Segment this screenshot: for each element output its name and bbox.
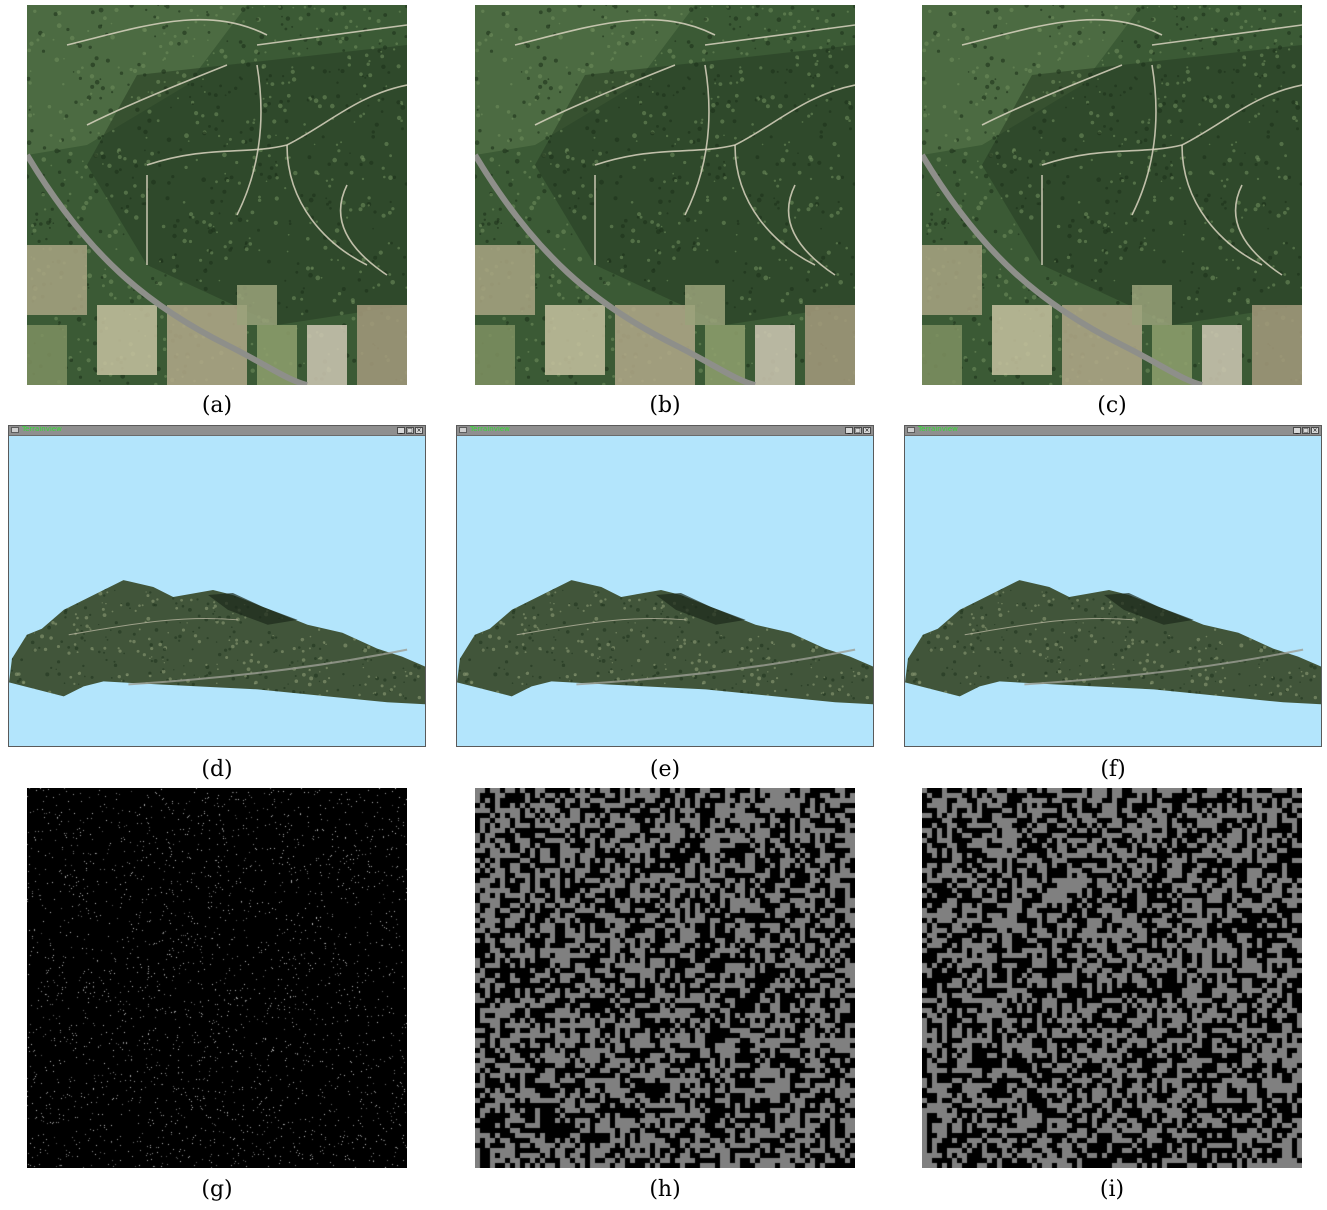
terrain-render[interactable] (905, 436, 1321, 746)
binary-noise-map-h (475, 788, 855, 1168)
close-button[interactable]: × (415, 427, 423, 434)
terrain-render[interactable] (457, 436, 873, 746)
terrain-viewer-window-e: Terrainview _ □ × (456, 425, 874, 747)
terrain-render[interactable] (9, 436, 425, 746)
binary-noise-map-i (922, 788, 1302, 1168)
window-title: Terrainview (470, 425, 510, 433)
window-titlebar[interactable]: Terrainview _ □ × (905, 426, 1321, 436)
terrain-viewer-window-f: Terrainview _ □ × (904, 425, 1322, 747)
noise-canvas (27, 788, 407, 1168)
caption-h: (h) (649, 1177, 681, 1202)
maximize-button[interactable]: □ (1302, 427, 1310, 434)
sparse-noise-map-g (27, 788, 407, 1168)
window-title: Terrainview (918, 425, 958, 433)
app-icon (459, 427, 467, 433)
close-button[interactable]: × (863, 427, 871, 434)
minimize-button[interactable]: _ (845, 427, 853, 434)
window-titlebar[interactable]: Terrainview _ □ × (457, 426, 873, 436)
caption-b: (b) (649, 393, 681, 418)
noise-canvas (922, 788, 1302, 1168)
minimize-button[interactable]: _ (397, 427, 405, 434)
aerial-image-b (475, 5, 855, 385)
app-icon (907, 427, 915, 433)
maximize-button[interactable]: □ (854, 427, 862, 434)
caption-a: (a) (201, 393, 233, 418)
close-button[interactable]: × (1311, 427, 1319, 434)
caption-d: (d) (201, 757, 233, 782)
noise-canvas (475, 788, 855, 1168)
caption-g: (g) (201, 1177, 233, 1202)
minimize-button[interactable]: _ (1293, 427, 1301, 434)
window-title: Terrainview (22, 425, 62, 433)
caption-c: (c) (1097, 393, 1127, 418)
caption-f: (f) (1100, 757, 1126, 782)
caption-i: (i) (1099, 1177, 1125, 1202)
aerial-image-a (27, 5, 407, 385)
terrain-viewer-window-d: Terrainview _ □ × (8, 425, 426, 747)
maximize-button[interactable]: □ (406, 427, 414, 434)
aerial-image-c (922, 5, 1302, 385)
caption-e: (e) (649, 757, 681, 782)
window-titlebar[interactable]: Terrainview _ □ × (9, 426, 425, 436)
app-icon (11, 427, 19, 433)
